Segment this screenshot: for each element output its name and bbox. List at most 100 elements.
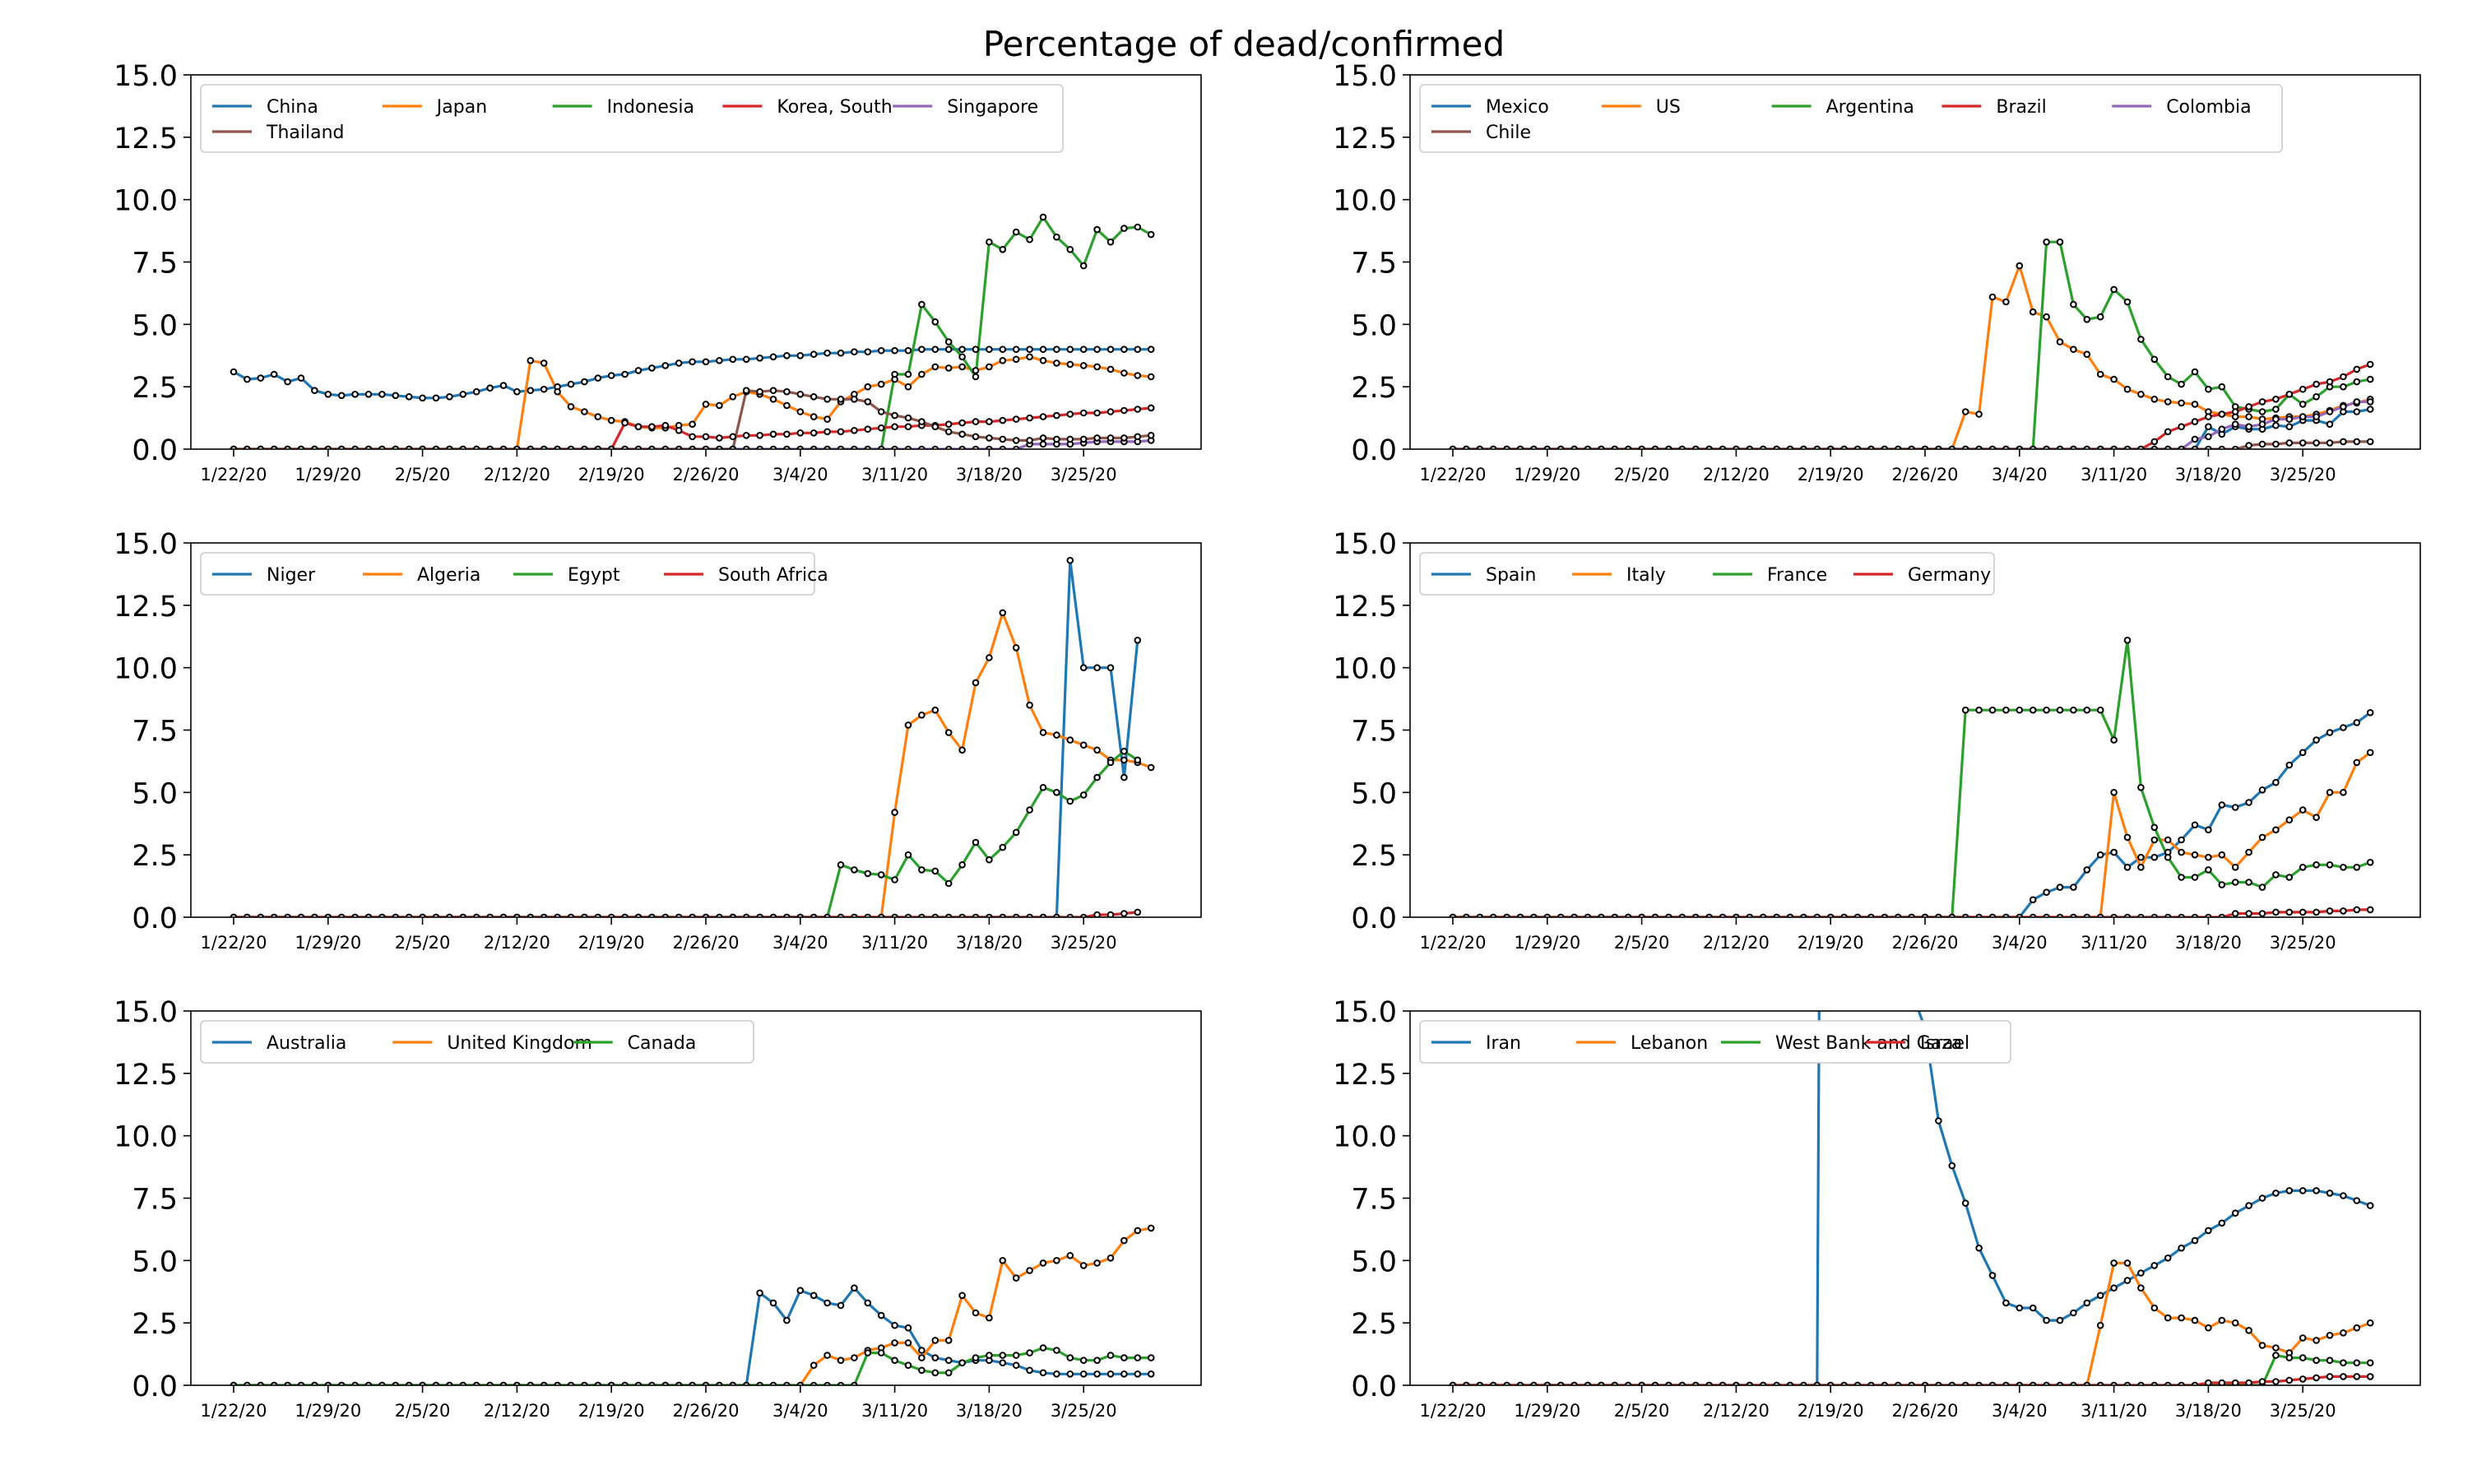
data-point-thailand bbox=[405, 445, 413, 449]
data-point-china bbox=[419, 394, 426, 402]
data-point-thailand bbox=[1147, 432, 1155, 439]
data-point-japan bbox=[607, 416, 615, 424]
x-tick-label: 1/22/20 bbox=[201, 933, 267, 953]
data-point-italy bbox=[2218, 851, 2226, 859]
data-point-singapore bbox=[837, 445, 845, 449]
data-point-israel bbox=[2353, 1373, 2361, 1380]
data-point-china bbox=[1012, 345, 1020, 354]
data-point-thailand bbox=[499, 445, 508, 449]
x-tick-label: 3/11/20 bbox=[861, 1401, 928, 1421]
data-point-france bbox=[2191, 874, 2199, 881]
data-point-france bbox=[2366, 859, 2374, 866]
data-point-china bbox=[1120, 345, 1128, 354]
data-point-argentina bbox=[2110, 285, 2118, 294]
data-point-thailand bbox=[621, 445, 629, 449]
data-point-brazil bbox=[2326, 378, 2334, 386]
data-point-japan bbox=[554, 387, 561, 396]
x-tick-label: 2/5/20 bbox=[1614, 933, 1670, 953]
data-point-japan bbox=[972, 367, 980, 374]
data-point-spain bbox=[2205, 826, 2212, 834]
data-point-chile bbox=[2285, 439, 2294, 447]
data-point-singapore bbox=[851, 445, 858, 449]
data-point-chile bbox=[2016, 445, 2024, 449]
data-point-iran bbox=[2258, 1194, 2266, 1202]
data-point-france bbox=[2245, 879, 2252, 886]
data-point-china bbox=[675, 359, 683, 367]
data-point-spain bbox=[2366, 709, 2374, 716]
data-point-brazil bbox=[2231, 408, 2239, 415]
legend-label-iran: Iran bbox=[1486, 1033, 1521, 1054]
data-point-korea-south bbox=[769, 430, 777, 438]
data-point-chile bbox=[2029, 445, 2037, 449]
data-point-singapore bbox=[769, 445, 777, 449]
x-tick-label: 3/25/20 bbox=[1051, 465, 1117, 485]
data-point-france bbox=[2029, 706, 2037, 714]
data-point-mexico bbox=[2205, 423, 2212, 431]
data-point-argentina bbox=[2299, 401, 2307, 408]
data-point-china bbox=[230, 368, 238, 376]
data-point-chile bbox=[1800, 445, 1807, 449]
data-point-korea-south bbox=[1147, 404, 1155, 412]
data-point-colombia bbox=[2340, 403, 2347, 410]
legend-label-thailand: Thailand bbox=[266, 123, 344, 143]
data-point-japan bbox=[1120, 369, 1128, 377]
data-point-egypt bbox=[877, 871, 885, 879]
data-point-japan bbox=[1147, 373, 1155, 381]
data-point-indonesia bbox=[1093, 225, 1101, 234]
plot-area bbox=[1449, 238, 2374, 449]
data-point-egypt bbox=[837, 861, 845, 869]
data-point-china bbox=[851, 348, 858, 356]
data-point-iran bbox=[2313, 1187, 2320, 1194]
y-tick-label: 15.0 bbox=[114, 996, 178, 1029]
legend-label-canada: Canada bbox=[628, 1033, 697, 1054]
plot-area bbox=[1449, 637, 2374, 917]
data-point-united-kingdom bbox=[986, 1314, 993, 1322]
data-point-iran bbox=[2178, 1244, 2185, 1252]
data-point-chile bbox=[2070, 445, 2077, 449]
data-point-korea-south bbox=[1026, 414, 1033, 422]
x-tick-label: 3/18/20 bbox=[956, 933, 1023, 953]
data-point-canada bbox=[1134, 1354, 1142, 1361]
x-tick-label: 3/25/20 bbox=[2270, 1401, 2336, 1421]
data-point-chile bbox=[1556, 445, 1565, 449]
data-point-france bbox=[2110, 736, 2118, 744]
y-tick-label: 0.0 bbox=[1351, 434, 1397, 467]
data-point-thailand bbox=[351, 445, 359, 449]
series-line-korea-south bbox=[234, 406, 1152, 449]
x-tick-label: 1/22/20 bbox=[1420, 465, 1487, 485]
data-point-chile bbox=[1881, 445, 1889, 449]
x-tick-label: 1/22/20 bbox=[201, 1401, 267, 1421]
data-point-china bbox=[459, 391, 467, 398]
x-tick-label: 2/5/20 bbox=[395, 933, 451, 953]
data-point-chile bbox=[2245, 442, 2252, 449]
data-point-israel bbox=[2231, 1379, 2239, 1385]
data-point-italy bbox=[2137, 864, 2145, 871]
data-point-china bbox=[918, 345, 926, 354]
chart-panel-4: 0.0 2.5 5.0 7.5 10.0 12.5 15.0 1/22/20 1/29/20 2/… bbox=[1333, 528, 2421, 953]
data-point-australia bbox=[810, 1292, 818, 1300]
data-point-china bbox=[257, 374, 265, 382]
x-tick-label: 2/26/20 bbox=[673, 465, 740, 485]
data-point-iran bbox=[2205, 1227, 2212, 1235]
chart-panel-5: 0.0 2.5 5.0 7.5 10.0 12.5 15.0 1/22/20 1/29/20 2/… bbox=[114, 996, 1202, 1421]
data-point-china bbox=[1026, 345, 1033, 354]
data-point-germany bbox=[2231, 910, 2239, 917]
data-point-colombia bbox=[2326, 408, 2334, 415]
data-point-thailand bbox=[364, 445, 373, 449]
data-point-chile bbox=[1733, 445, 1740, 449]
data-point-china bbox=[284, 378, 291, 386]
y-tick-label: 10.0 bbox=[1333, 185, 1397, 218]
data-point-algeria bbox=[1066, 736, 1074, 744]
data-point-korea-south bbox=[1039, 413, 1047, 420]
data-point-china bbox=[1039, 345, 1047, 354]
data-point-iran bbox=[2245, 1202, 2252, 1209]
data-point-china bbox=[472, 387, 480, 396]
data-point-thailand bbox=[513, 445, 521, 449]
data-point-chile bbox=[2096, 445, 2104, 449]
data-point-thailand bbox=[432, 445, 440, 449]
data-point-korea-south bbox=[1134, 406, 1142, 413]
data-point-france bbox=[1975, 706, 1983, 714]
y-tick-label: 7.5 bbox=[1351, 248, 1397, 281]
data-point-indonesia bbox=[1053, 233, 1060, 241]
data-point-italy bbox=[2110, 789, 2118, 796]
